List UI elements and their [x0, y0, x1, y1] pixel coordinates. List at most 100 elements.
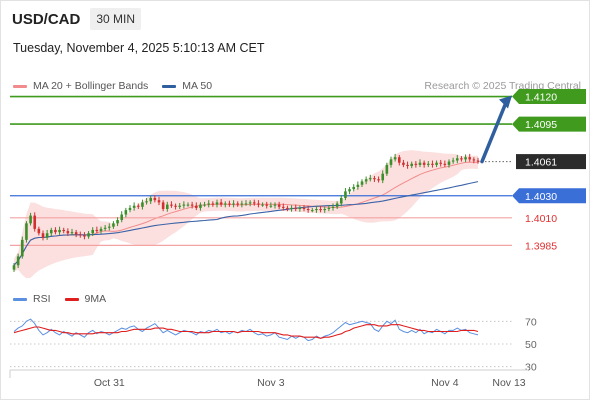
candle-body — [360, 181, 364, 185]
target-price-box — [512, 89, 586, 105]
chart-header: USD/CAD 30 MIN — [12, 8, 142, 30]
candle-body — [244, 203, 248, 205]
candle-body — [199, 204, 202, 208]
candle-body — [74, 232, 78, 235]
candle-body — [414, 163, 418, 165]
legend-label-ma50: MA 50 — [182, 80, 213, 92]
candle-body — [335, 203, 339, 207]
candle-body — [211, 203, 215, 205]
level-target-1.4095: 1.4095 — [10, 116, 586, 132]
level-support-1.3985: 1.3985 — [10, 240, 557, 252]
candle-body — [99, 228, 103, 232]
candle-body — [174, 205, 177, 207]
rsi-tick-label: 50 — [525, 339, 537, 351]
level-pivot-1.4030: 1.4030 — [10, 188, 586, 204]
candle-body — [298, 207, 302, 209]
target-price-label: 1.4120 — [525, 92, 557, 104]
main-legend: MA 20 + Bollinger Bands MA 50 — [13, 80, 212, 92]
candle-body — [364, 179, 368, 182]
symbol-title: USD/CAD — [12, 10, 81, 28]
legend-item-rsi: RSI — [13, 293, 51, 305]
pivot-price-box — [512, 188, 586, 204]
candle-body — [12, 265, 16, 270]
candle-body — [431, 163, 434, 165]
current-price-label: 1.4061 — [525, 157, 557, 169]
candle-body — [331, 206, 335, 208]
rsi-legend: RSI 9MA — [13, 293, 106, 305]
candle-body — [393, 157, 397, 160]
candle-body — [182, 204, 186, 206]
candle-body — [236, 203, 240, 205]
timestamp: Tuesday, November 4, 2025 5:10:13 AM CET — [13, 41, 265, 55]
bollinger-band-fill — [14, 150, 478, 279]
candle-body — [352, 186, 356, 190]
candle-body — [161, 202, 165, 209]
rsi-9ma-line — [13, 324, 479, 339]
x-tick-label: Nov 13 — [492, 377, 525, 389]
timeframe-button[interactable]: 30 MIN — [90, 8, 142, 30]
level-current-1.4061: 1.4061 — [478, 154, 586, 170]
candle-body — [178, 205, 182, 207]
candle-body — [323, 209, 327, 211]
candle-body — [132, 205, 136, 208]
candle-body — [302, 207, 306, 209]
candle-body — [25, 223, 28, 240]
legend-swatch-ma50 — [162, 84, 177, 88]
candle-body — [103, 227, 107, 229]
candle-body — [248, 202, 252, 204]
legend-swatch-rsi — [13, 297, 27, 301]
legend-label-ma20: MA 20 + Bollinger Bands — [33, 80, 149, 92]
candle-body — [265, 204, 269, 206]
candle-body — [435, 162, 438, 165]
target-price-label: 1.4095 — [525, 119, 557, 131]
candle-body — [91, 229, 95, 234]
candle-body — [49, 229, 53, 234]
candle-body — [124, 210, 128, 215]
candle-body — [257, 203, 260, 205]
candle-body — [207, 203, 211, 205]
forecast-arrow-head — [499, 95, 512, 109]
support-price-label: 1.4010 — [525, 213, 557, 225]
candle-body — [368, 178, 372, 180]
candle-body — [402, 162, 405, 165]
legend-label-rsi: RSI — [33, 293, 51, 305]
candle-body — [373, 178, 376, 180]
candle-body — [422, 162, 426, 165]
candle-body — [112, 223, 115, 227]
pivot-price-label: 1.4030 — [525, 191, 557, 203]
candle-body — [66, 231, 70, 234]
candle-body — [315, 209, 318, 211]
candle-body — [310, 210, 314, 212]
candle-body — [356, 184, 360, 187]
candle-body — [20, 239, 24, 257]
candle-body — [339, 197, 343, 204]
candle-body — [190, 204, 194, 206]
candle-body — [128, 207, 132, 211]
candles-group — [12, 153, 480, 272]
candle-body — [165, 204, 169, 209]
candle-body — [228, 203, 231, 205]
candle-body — [426, 163, 430, 165]
candle-body — [170, 204, 173, 206]
legend-item-ma20: MA 20 + Bollinger Bands — [13, 80, 148, 92]
candle-body — [186, 204, 190, 206]
x-tick-label: Oct 31 — [94, 377, 125, 389]
candle-body — [344, 191, 347, 198]
candle-body — [464, 157, 467, 160]
candle-body — [194, 205, 198, 208]
candle-body — [468, 157, 472, 160]
candle-body — [107, 226, 111, 228]
candle-body — [54, 229, 57, 233]
candle-body — [377, 179, 380, 181]
candle-body — [232, 203, 235, 205]
candle-body — [215, 202, 219, 205]
candle-body — [240, 203, 244, 205]
candle-body — [472, 159, 476, 161]
legend-label-9ma: 9MA — [84, 293, 107, 305]
support-price-label: 1.3985 — [525, 240, 557, 252]
candle-body — [385, 164, 389, 174]
candle-body — [145, 201, 148, 203]
candle-body — [95, 229, 99, 232]
candle-body — [273, 204, 277, 206]
